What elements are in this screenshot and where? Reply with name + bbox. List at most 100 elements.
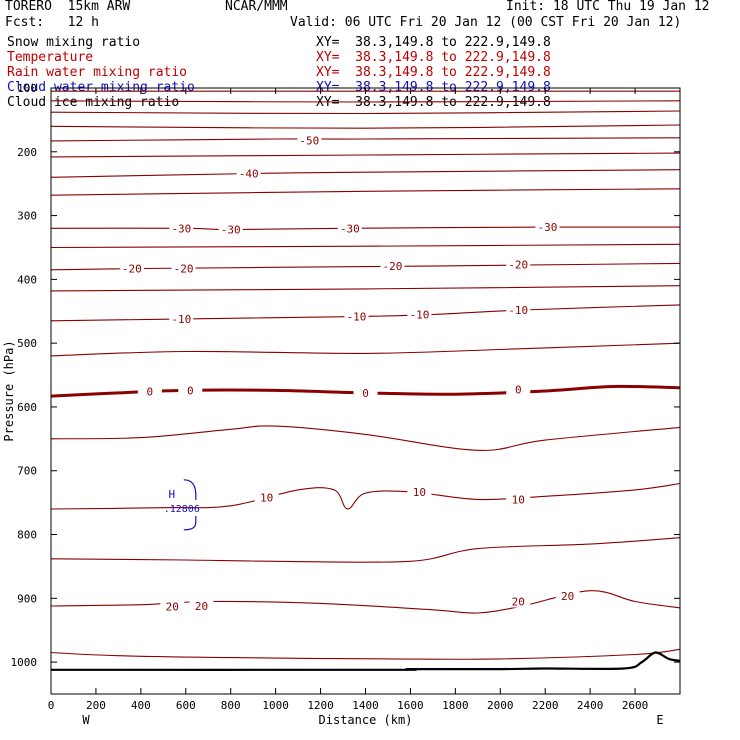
isotherm-label: 0	[515, 384, 522, 397]
isotherm-label-bg	[407, 485, 432, 498]
legend-snow-label: Snow mixing ratio	[7, 35, 141, 50]
isotherm-label: -50	[299, 134, 319, 147]
isotherm-label: 20	[512, 596, 525, 609]
isotherm-label-bg	[169, 312, 194, 325]
isotherm-label: 10	[260, 492, 273, 505]
isotherm-label: 20	[166, 601, 179, 614]
valid-time: Valid: 06 UTC Fri 20 Jan 12 (00 CST Fri …	[290, 15, 682, 30]
terrain-line	[50, 651, 681, 671]
isotherm-label: 0	[362, 387, 369, 400]
isotherm--50	[50, 137, 681, 142]
axes: 0 200 400 600 800 1000 1200 1400 1600 1800 2000 220…	[2, 82, 680, 727]
y-tick-label: 600	[17, 401, 37, 414]
isotherm--35	[50, 188, 681, 196]
x-tick-label: 2600	[622, 699, 649, 712]
isotherm-label-bg	[236, 167, 261, 180]
isotherm-label: 20	[561, 590, 574, 603]
isotherm-label-bg	[137, 385, 162, 398]
isotherm-20	[50, 590, 681, 614]
legend-temperature-xy: XY= 38.3,149.8 to 222.9,149.8	[316, 50, 551, 65]
isotherm-15	[50, 537, 681, 563]
terrain-layer	[50, 651, 681, 671]
y-tick-label: 800	[17, 529, 37, 542]
isotherm-label-bg	[506, 303, 531, 316]
isotherm-label: -30	[171, 222, 191, 235]
isotherm-label-bg	[344, 310, 369, 323]
isotherm-label: -10	[508, 304, 528, 317]
isotherm-label: -30	[538, 221, 558, 234]
isotherm-label-bg	[160, 600, 185, 613]
isotherm--20	[50, 262, 681, 271]
isotherm--15	[50, 285, 681, 292]
west-label: W	[82, 713, 90, 727]
y-tick-label: 500	[17, 337, 37, 350]
isotherm-label-bg	[171, 262, 196, 275]
isotherm--40	[50, 169, 681, 178]
legend-cloud-ice-xy: XY= 38.3,149.8 to 222.9,149.8	[316, 95, 551, 110]
legend-cloud-ice-label: Cloud ice mixing ratio	[7, 95, 180, 110]
init-time: Init: 18 UTC Thu 19 Jan 12	[506, 0, 710, 14]
isotherm-label-bg	[169, 222, 194, 235]
temperature-contours: -50 -40 -30 -30 -30 -30 -20 -20 -20 -20 -10 -10 -10 -…	[50, 90, 681, 660]
x-tick-label: 800	[221, 699, 241, 712]
x-tick-label: 600	[176, 699, 196, 712]
isotherm-label: -20	[383, 260, 403, 273]
isotherm-label: -10	[409, 308, 429, 321]
east-label: E	[656, 713, 663, 727]
isotherm-label-bg	[119, 262, 144, 275]
isotherm-label-bg	[506, 595, 531, 608]
isotherm-label: 10	[413, 486, 426, 499]
isotherm-label-bg	[337, 222, 362, 235]
isotherm--55	[50, 124, 681, 129]
isotherm-label: -20	[122, 263, 142, 276]
isotherm-label: 0	[147, 386, 154, 399]
isotherm--10	[50, 304, 681, 322]
isotherm-label-bg	[178, 384, 203, 397]
model-title: TORERO 15km ARW	[5, 0, 131, 14]
isotherm-25	[50, 648, 681, 660]
isotherm-label: 10	[512, 493, 525, 506]
isotherm--45	[50, 152, 681, 158]
isotherm-label-bg	[407, 308, 432, 321]
isotherm-label: -30	[340, 222, 360, 235]
isotherm-label: -30	[221, 224, 241, 237]
center-name: NCAR/MMM	[225, 0, 288, 14]
y-tick-label: 200	[17, 146, 37, 159]
isotherm-label-bg	[506, 258, 531, 271]
y-tick-label: 700	[17, 465, 37, 478]
cloud-water-max-marker: H	[168, 488, 175, 501]
isotherm-10	[50, 482, 681, 510]
isotherm-label-bg	[254, 491, 279, 504]
y-axis-label: Pressure (hPa)	[2, 340, 16, 441]
x-tick-label: 2200	[532, 699, 559, 712]
isotherm-label: 0	[187, 384, 194, 397]
annotations: H .12806	[164, 479, 200, 531]
legend-rain-label: Rain water mixing ratio	[7, 65, 188, 80]
legend-temperature-label: Temperature	[7, 50, 94, 65]
isotherm-label-bg	[189, 599, 214, 612]
isotherm-label-bg	[506, 493, 531, 506]
isotherm--30	[50, 226, 681, 231]
isotherm-5	[50, 425, 681, 451]
legend-rain-xy: XY= 38.3,149.8 to 222.9,149.8	[316, 65, 551, 80]
isotherm-label: 20	[195, 600, 208, 613]
isotherm-label-bg	[353, 386, 378, 399]
isotherm-label-bg	[218, 223, 243, 236]
y-tick-label: 900	[17, 592, 37, 605]
isotherm-label: -20	[508, 259, 528, 272]
isotherm-label: -10	[171, 313, 191, 326]
isotherm-label-bg	[380, 259, 405, 272]
cloud-water-contour	[183, 479, 197, 531]
x-tick-label: 1600	[397, 699, 424, 712]
isotherm--60	[50, 110, 681, 115]
x-tick-label: 1800	[442, 699, 469, 712]
y-tick-label: 1000	[11, 656, 38, 669]
x-tick-label: 1400	[352, 699, 379, 712]
x-tick-label: 0	[48, 699, 55, 712]
x-tick-label: 2000	[487, 699, 514, 712]
isotherm-label-bg	[555, 589, 580, 602]
isotherm-label: -10	[347, 310, 367, 323]
cloud-water-max-value: .12806	[164, 504, 200, 515]
isotherm-label: -40	[239, 167, 259, 180]
